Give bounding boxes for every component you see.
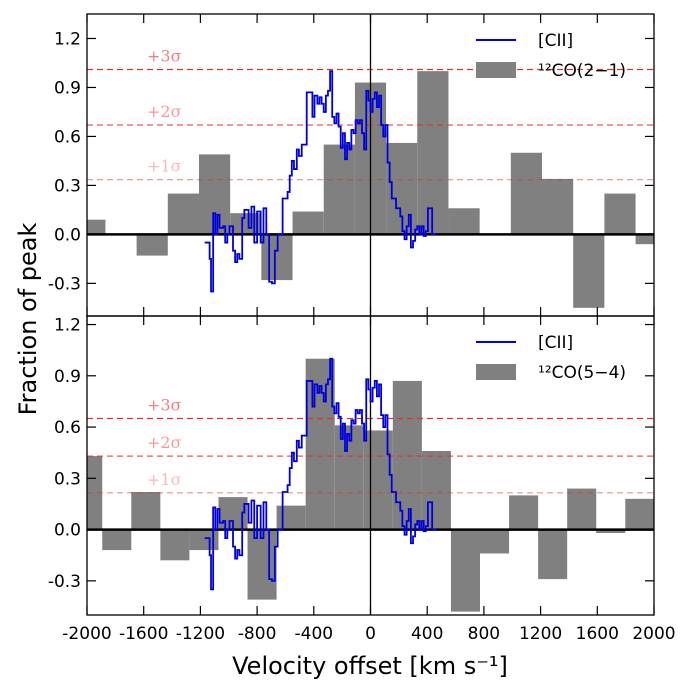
co-bar [87,456,103,530]
legend-co-swatch [476,364,516,380]
co-bar [567,488,597,530]
co-bar [542,178,574,235]
sigma-label: +1σ [147,157,182,176]
co-bar [247,529,277,600]
x-tick-label: -800 [238,624,277,644]
panel-2: +3σ +2σ +1σ -0.3 0.0 0.3 0.6 0.9 1.2 -2000 -1600 -1… [48,315,676,644]
co-bar [87,219,106,235]
co-bar [160,529,190,561]
legend-cii-label: [CII] [538,333,573,353]
x-tick-label: 800 [468,624,500,644]
legend-co-swatch [476,62,516,78]
co-bar [392,380,422,530]
co-bar [189,529,219,551]
x-tick-label: -1600 [119,624,168,644]
y-tick-label: 1.2 [54,316,81,336]
x-tick-label: 2000 [632,624,675,644]
co-bar [363,430,393,530]
y-tick-label: 0.6 [54,418,81,438]
y-tick-label: 0.3 [54,176,81,196]
sigma-label: +3σ [147,47,182,66]
x-tick-label: -2000 [62,624,111,644]
co-bar [480,529,510,554]
co-bar [136,234,168,256]
sigma-label: +2σ [147,433,182,452]
co-bar [635,234,654,245]
y-tick-label: 0.0 [54,225,81,245]
cii-step-line [204,70,437,293]
co-bar [573,234,605,308]
x-tick-label: 400 [411,624,443,644]
legend-co-label: ¹²CO(5−4) [538,363,626,383]
sigma-label: +2σ [147,102,182,121]
co-bar [538,529,568,580]
legend-co-label: ¹²CO(2−1) [538,61,626,81]
y-tick-label: -0.3 [48,572,81,592]
co-bar [596,529,626,533]
y-tick-label: -0.3 [48,274,81,294]
y-tick-label: 0.0 [54,521,81,541]
legend: [CII] ¹²CO(5−4) [476,333,626,383]
x-tick-label: -400 [295,624,334,644]
x-tick-label: -1200 [176,624,225,644]
co-bar [417,71,449,235]
co-bar [131,491,161,530]
cii-step-line [204,357,437,591]
x-tick-label: 1200 [519,624,562,644]
co-bar [604,193,636,235]
sigma-label: +3σ [147,396,182,415]
co-bar [625,498,654,530]
co-bar [450,529,481,612]
co-bar [323,144,355,235]
y-tick-label: 0.9 [54,367,81,387]
co-bar [510,152,543,235]
y-tick-label: 0.6 [54,127,81,147]
x-axis-title: Velocity offset [km s⁻¹] [232,652,508,680]
sigma-label: +1σ [147,470,182,489]
co-bar [276,505,306,530]
co-bar [292,211,324,235]
legend-cii-label: [CII] [538,31,573,51]
panel-1: +3σ +2σ +1σ -0.3 0.0 0.3 0.6 0.9 1.2 [CII] ¹²CO(2−… [48,13,655,317]
y-tick-label: 0.3 [54,469,81,489]
co-bar [102,529,132,551]
co-bar [305,358,335,530]
legend: [CII] ¹²CO(2−1) [476,31,626,81]
x-tick-label: 1600 [576,624,619,644]
co-bar [448,208,480,235]
y-axis-title: Fraction of peak [14,223,42,416]
co-bar [421,450,451,530]
x-tick-label: 0 [365,624,376,644]
co-bar [167,193,199,235]
y-tick-label: 1.2 [54,29,81,49]
co-bar [509,495,539,530]
co-bar [334,425,364,530]
y-tick-label: 0.9 [54,78,81,98]
